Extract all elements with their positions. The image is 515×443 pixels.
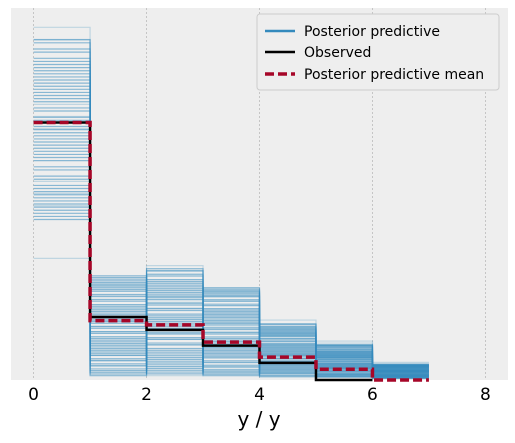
posterior-predictive-sample <box>33 175 429 375</box>
legend-label-posterior-predictive: Posterior predictive <box>304 24 440 40</box>
x-tick-label-2: 4 <box>254 385 265 405</box>
posterior-predictive-sample <box>33 57 429 370</box>
x-tick-layer: 0 2 4 6 8 <box>28 385 491 405</box>
posterior-predictive-sample <box>33 128 429 369</box>
posterior-predictive-sample <box>33 125 429 371</box>
posterior-predictive-mean-layer <box>33 120 429 382</box>
posterior-predictive-sample <box>33 116 429 370</box>
legend: Posterior predictive Observed Posterior … <box>256 13 500 91</box>
posterior-predictive-sample <box>33 205 429 373</box>
legend-box <box>256 13 500 91</box>
posterior-predictive-sample <box>33 94 429 371</box>
posterior-predictive-sample <box>33 194 429 376</box>
x-tick-label-1: 2 <box>141 385 152 405</box>
posterior-predictive-sample <box>33 184 429 375</box>
legend-label-observed: Observed <box>304 45 371 61</box>
x-tick-label-3: 6 <box>367 385 378 405</box>
posterior-predictive-sample <box>33 51 429 379</box>
posterior-predictive-sample <box>33 39 429 378</box>
x-tick-label-4: 8 <box>480 385 491 405</box>
posterior-predictive-sample <box>33 138 429 377</box>
posterior-predictive-sample <box>33 209 429 377</box>
legend-label-posterior-predictive-mean: Posterior predictive mean <box>304 67 484 83</box>
x-axis-label: y / y <box>237 407 280 431</box>
posterior-predictive-sample <box>33 79 429 367</box>
x-tick-label-0: 0 <box>28 385 39 405</box>
posterior-predictive-sample <box>33 110 429 370</box>
posterior-predictive-mean-line <box>33 120 429 382</box>
posterior-predictive-layer <box>33 26 429 380</box>
